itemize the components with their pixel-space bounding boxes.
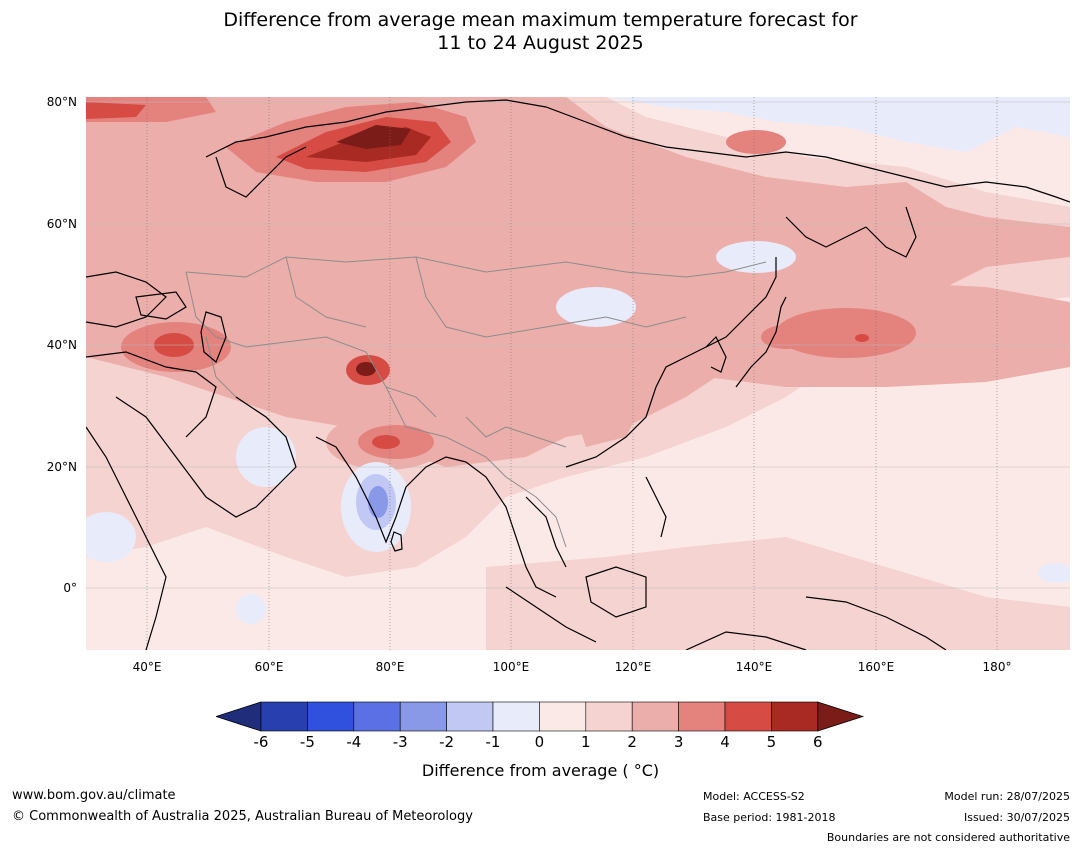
footer-website: www.bom.gov.au/climate bbox=[12, 788, 176, 803]
footer-disclaimer: Boundaries are not considered authoritat… bbox=[826, 831, 1070, 844]
footer-model: Model: ACCESS-S2 bbox=[703, 790, 805, 803]
forecast-map bbox=[86, 97, 1070, 650]
pacific-cool bbox=[1038, 563, 1070, 583]
colorbar-tick-label: -1 bbox=[485, 733, 501, 751]
lat-label-60n: 60°N bbox=[46, 217, 77, 231]
colorbar-segment bbox=[492, 701, 540, 732]
lat-label-80n: 80°N bbox=[46, 95, 77, 109]
colorbar-tick-label: 0 bbox=[534, 733, 545, 751]
colorbar-segment bbox=[260, 701, 308, 732]
colorbar-segment bbox=[399, 701, 447, 732]
map-title: Difference from average mean maximum tem… bbox=[0, 9, 1081, 55]
colorbar-segment bbox=[631, 701, 679, 732]
lon-label-40e: 40°E bbox=[132, 660, 162, 674]
lon-label-120e: 120°E bbox=[614, 660, 652, 674]
lon-label-80e: 80°E bbox=[375, 660, 405, 674]
title-line-1: Difference from average mean maximum tem… bbox=[223, 9, 858, 31]
colorbar-label: Difference from average ( °C) bbox=[421, 761, 660, 780]
colorbar-segment bbox=[771, 701, 819, 732]
russia-warm-6 bbox=[336, 125, 411, 149]
title-line-2: 11 to 24 August 2025 bbox=[437, 32, 644, 54]
pacific-warm-3 bbox=[776, 308, 916, 358]
colorbar-segment bbox=[585, 701, 633, 732]
colorbar-tick-label: 2 bbox=[627, 733, 637, 751]
colorbar-tick-label: -6 bbox=[253, 733, 269, 751]
india-south-cool-3 bbox=[368, 486, 388, 518]
coastlines bbox=[86, 99, 1070, 650]
pacific-warm-4 bbox=[855, 334, 869, 342]
colorbar-extend-high bbox=[817, 701, 865, 732]
colorbar-segment bbox=[724, 701, 772, 732]
colorbar bbox=[216, 701, 865, 732]
footer-copyright: © Commonwealth of Australia 2025, Austra… bbox=[12, 809, 473, 824]
lat-label-20n: 20°N bbox=[46, 460, 77, 474]
colorbar-tick-label: -5 bbox=[299, 733, 315, 751]
china-warm bbox=[576, 397, 641, 447]
anomaly-shading bbox=[86, 97, 1070, 650]
map-svg bbox=[86, 97, 1070, 650]
arctic-cool-area bbox=[606, 97, 1070, 152]
indian-ocean-cool bbox=[236, 594, 266, 624]
colorbar-extend-low bbox=[216, 701, 262, 732]
colorbar-segment bbox=[678, 701, 726, 732]
colorbar-tick-label: 4 bbox=[720, 733, 730, 751]
lon-label-100e: 100°E bbox=[492, 660, 530, 674]
colorbar-tick-label: -3 bbox=[392, 733, 408, 751]
colorbar-tick-label: 1 bbox=[581, 733, 591, 751]
colorbar-segment bbox=[353, 701, 401, 732]
colorbar-segment bbox=[307, 701, 355, 732]
colorbar-segments bbox=[216, 701, 865, 732]
colorbar-tick-label: 3 bbox=[673, 733, 684, 751]
pacific-warm-3b bbox=[761, 325, 811, 349]
mongolia-cool bbox=[556, 287, 636, 327]
footer-base-period: Base period: 1981-2018 bbox=[703, 811, 836, 824]
lon-label-160e: 160°E bbox=[857, 660, 895, 674]
tibet-warm-core bbox=[356, 362, 376, 376]
footer-model-run: Model run: 28/07/2025 bbox=[944, 790, 1070, 803]
lon-label-60e: 60°E bbox=[254, 660, 284, 674]
country-borders bbox=[185, 256, 767, 548]
manchuria-cool bbox=[716, 241, 796, 273]
india-warm-4 bbox=[372, 435, 400, 449]
africa-cool bbox=[86, 512, 136, 562]
colorbar-tick-label: -2 bbox=[439, 733, 455, 751]
lat-label-0: 0° bbox=[63, 581, 77, 595]
lat-label-40n: 40°N bbox=[46, 338, 77, 352]
colorbar-segment bbox=[446, 701, 494, 732]
colorbar-tick-label: 5 bbox=[766, 733, 777, 751]
footer-issued: Issued: 30/07/2025 bbox=[963, 811, 1070, 824]
gridlines bbox=[86, 97, 1070, 650]
lon-label-140e: 140°E bbox=[735, 660, 773, 674]
northern-warm-2 bbox=[86, 97, 1070, 467]
atlantic-warm-core bbox=[86, 102, 146, 119]
lon-label-180: 180° bbox=[982, 660, 1012, 674]
arabia-cool bbox=[236, 427, 296, 487]
bering-warm bbox=[726, 130, 786, 154]
colorbar-tick-label: -4 bbox=[346, 733, 362, 751]
tropics-warm-1 bbox=[486, 537, 1070, 650]
colorbar-tick-label: 6 bbox=[813, 733, 823, 751]
colorbar-segment bbox=[539, 701, 587, 732]
